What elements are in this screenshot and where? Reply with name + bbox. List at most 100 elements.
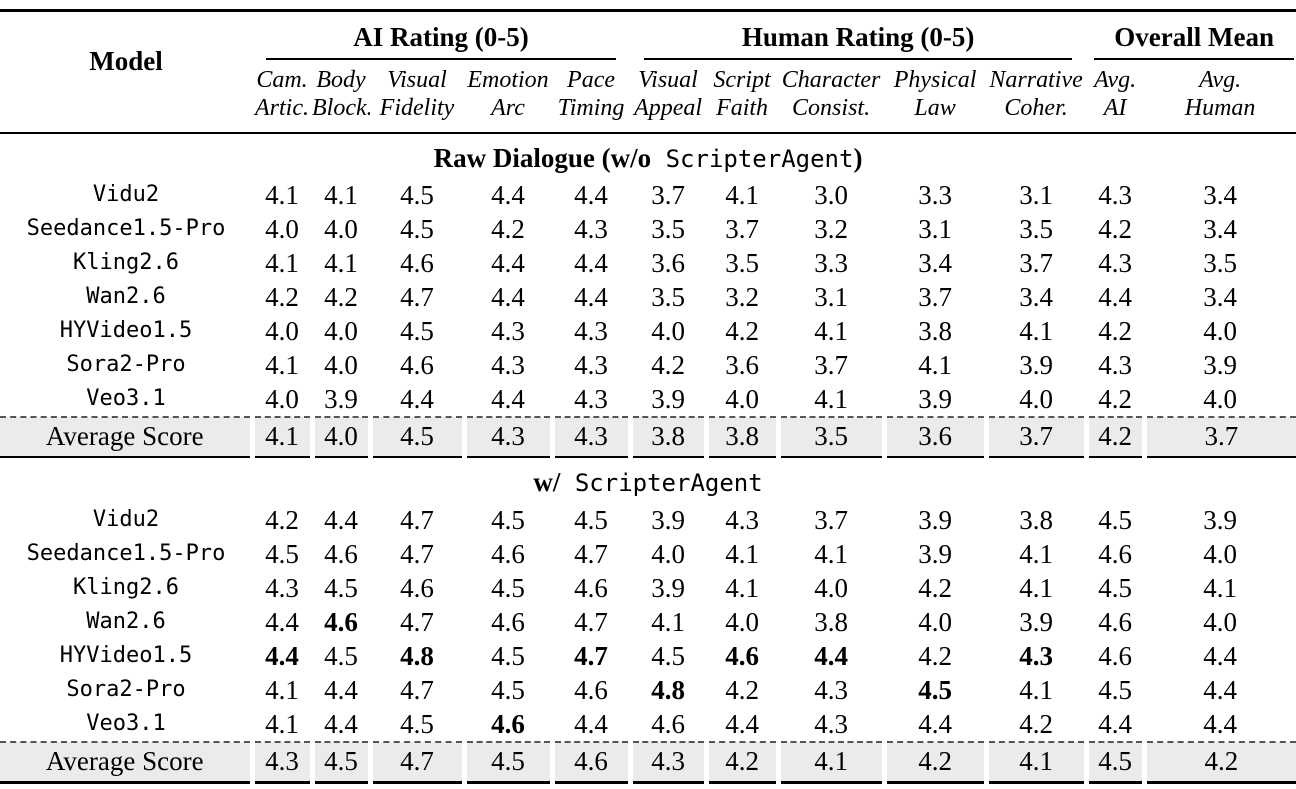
average-score-cell: 4.2 <box>703 740 779 784</box>
score-cell: 4.0 <box>324 350 358 381</box>
score-cell: 4.1 <box>725 572 759 603</box>
table-row-seedance1-5-pro: Seedance1.5-Pro 4.0 4.0 4.5 4.2 4.3 3.5 3.7 3.2 3… <box>0 212 1296 246</box>
average-score-cell: 4.3 <box>549 416 631 459</box>
score-cell: 4.3 <box>574 350 608 381</box>
score-cell: 4.1 <box>814 384 848 415</box>
column-header-visual-fidelity: Visual Fidelity <box>370 60 464 134</box>
score-cell: 3.9 <box>918 384 952 415</box>
score-cell: 4.2 <box>651 350 685 381</box>
section-title-row: w/ ScripterAgent <box>0 457 1296 502</box>
score-cell: 3.6 <box>725 350 759 381</box>
table-row-veo3-1: Veo3.1 4.1 4.4 4.5 4.6 4.4 4.6 4.4 4.3 4.4 4.2 4.4 4… <box>0 707 1296 742</box>
subcolumn-header-row: Cam. Artic. Body Block. Visual Fidelity Emotio… <box>0 60 1296 134</box>
score-cell: 4.7 <box>574 640 608 671</box>
score-cell: 4.0 <box>651 316 685 347</box>
table-row-kling2-6: Kling2.6 4.3 4.5 4.6 4.5 4.6 3.9 4.1 4.0 4.2 4.1 4.… <box>0 571 1296 605</box>
model-name: Sora2-Pro <box>66 352 186 378</box>
average-score-cell: 3.6 <box>881 416 987 459</box>
score-cell: 4.5 <box>491 572 525 603</box>
score-cell: 4.2 <box>265 504 299 535</box>
score-cell: 4.2 <box>1098 214 1132 245</box>
score-cell: 4.5 <box>1098 674 1132 705</box>
score-cell: 3.9 <box>651 572 685 603</box>
group-ai-rating: AI Rating (0-5) <box>252 11 630 61</box>
table-row-hyvideo1-5: HYVideo1.5 4.0 4.0 4.5 4.3 4.3 4.0 4.2 4.1 3.8 4.1… <box>0 314 1296 348</box>
model-name: Wan2.6 <box>86 608 166 634</box>
score-cell: 4.2 <box>491 214 525 245</box>
score-cell: 4.1 <box>265 248 299 279</box>
score-cell: 4.6 <box>574 674 608 705</box>
score-cell: 4.6 <box>491 606 525 637</box>
score-cell: 3.4 <box>918 248 952 279</box>
model-name: Kling2.6 <box>73 574 179 600</box>
model-name: Seedance1.5-Pro <box>26 540 226 566</box>
score-cell: 4.6 <box>1098 640 1132 671</box>
column-header-pace-timing: Pace Timing <box>552 60 631 134</box>
score-cell: 4.3 <box>814 708 848 739</box>
average-score-cell: 4.5 <box>309 740 370 784</box>
average-score-cell: 4.5 <box>1083 740 1145 784</box>
score-cell: 4.3 <box>725 504 759 535</box>
model-name: HYVideo1.5 <box>59 318 193 344</box>
table-row-wan2-6: Wan2.6 4.4 4.6 4.7 4.6 4.7 4.1 4.0 3.8 4.0 3.9 4.6 4… <box>0 605 1296 639</box>
score-cell: 3.9 <box>918 504 952 535</box>
table-row-hyvideo1-5: HYVideo1.5 4.4 4.5 4.8 4.5 4.7 4.5 4.6 4.4 4.2 4.3… <box>0 639 1296 673</box>
score-cell: 4.1 <box>265 708 299 739</box>
average-score-cell: 4.1 <box>983 740 1087 784</box>
group-overall-mean-label: Overall Mean <box>1094 20 1295 61</box>
score-cell: 4.1 <box>265 350 299 381</box>
score-cell: 3.7 <box>725 214 759 245</box>
score-cell: 4.7 <box>574 606 608 637</box>
score-cell: 4.7 <box>400 674 434 705</box>
average-score-cell: 4.3 <box>627 740 707 784</box>
score-cell: 3.9 <box>651 504 685 535</box>
score-cell: 3.9 <box>324 384 358 415</box>
score-cell: 3.7 <box>918 282 952 313</box>
score-cell: 4.4 <box>491 384 525 415</box>
score-cell: 4.1 <box>265 180 299 211</box>
score-cell: 4.6 <box>324 538 358 569</box>
score-cell: 4.6 <box>400 248 434 279</box>
column-header-emotion-arc: Emotion Arc <box>464 60 552 134</box>
score-cell: 4.2 <box>918 572 952 603</box>
score-cell: 3.7 <box>1019 248 1053 279</box>
score-cell: 4.6 <box>651 708 685 739</box>
score-cell: 4.1 <box>265 674 299 705</box>
column-header-avg-ai: Avg. AI <box>1086 60 1145 134</box>
average-score-cell: 3.8 <box>627 416 707 459</box>
model-name: Vidu2 <box>92 506 160 532</box>
score-cell: 4.6 <box>491 708 525 739</box>
average-score-cell: 3.5 <box>775 416 885 459</box>
average-score-row: Average Score 4.1 4.0 4.5 4.3 4.3 3.8 3.8 3.5 3.6… <box>0 416 1296 459</box>
average-score-cell: 4.7 <box>367 740 464 784</box>
table-row-wan2-6: Wan2.6 4.2 4.2 4.7 4.4 4.4 3.5 3.2 3.1 3.7 3.4 4.4 3… <box>0 280 1296 314</box>
score-cell: 3.7 <box>814 504 848 535</box>
average-score-cell: 3.8 <box>703 416 779 459</box>
average-score-cell: 4.5 <box>367 416 464 459</box>
score-cell: 3.2 <box>725 282 759 313</box>
average-score-label: Average Score <box>0 740 252 784</box>
score-cell: 4.2 <box>1019 708 1053 739</box>
average-score-row: Average Score 4.3 4.5 4.7 4.5 4.6 4.3 4.2 4.1 4.2… <box>0 740 1296 784</box>
score-cell: 4.4 <box>1203 708 1237 739</box>
section-title-row: Raw Dialogue (w/o ScripterAgent) <box>0 133 1296 178</box>
average-score-cell: 4.5 <box>461 740 552 784</box>
score-cell: 4.6 <box>574 572 608 603</box>
column-header-cam-artic: Cam. Artic. <box>252 60 312 134</box>
score-cell: 4.0 <box>725 606 759 637</box>
average-score-cell: 4.2 <box>881 740 987 784</box>
score-cell: 4.1 <box>725 538 759 569</box>
score-cell: 4.1 <box>814 316 848 347</box>
column-header-visual-appeal: Visual Appeal <box>630 60 707 134</box>
group-human-rating: Human Rating (0-5) <box>630 11 1086 61</box>
column-header-avg-human: Avg. Human <box>1144 60 1296 134</box>
score-cell: 3.1 <box>1019 180 1053 211</box>
score-cell: 4.5 <box>400 214 434 245</box>
score-cell: 4.1 <box>725 180 759 211</box>
score-cell: 3.8 <box>1019 504 1053 535</box>
score-cell: 4.0 <box>725 384 759 415</box>
group-overall-mean: Overall Mean <box>1086 11 1296 61</box>
score-cell: 4.0 <box>1203 606 1237 637</box>
score-cell: 3.8 <box>918 316 952 347</box>
score-cell: 3.5 <box>651 282 685 313</box>
